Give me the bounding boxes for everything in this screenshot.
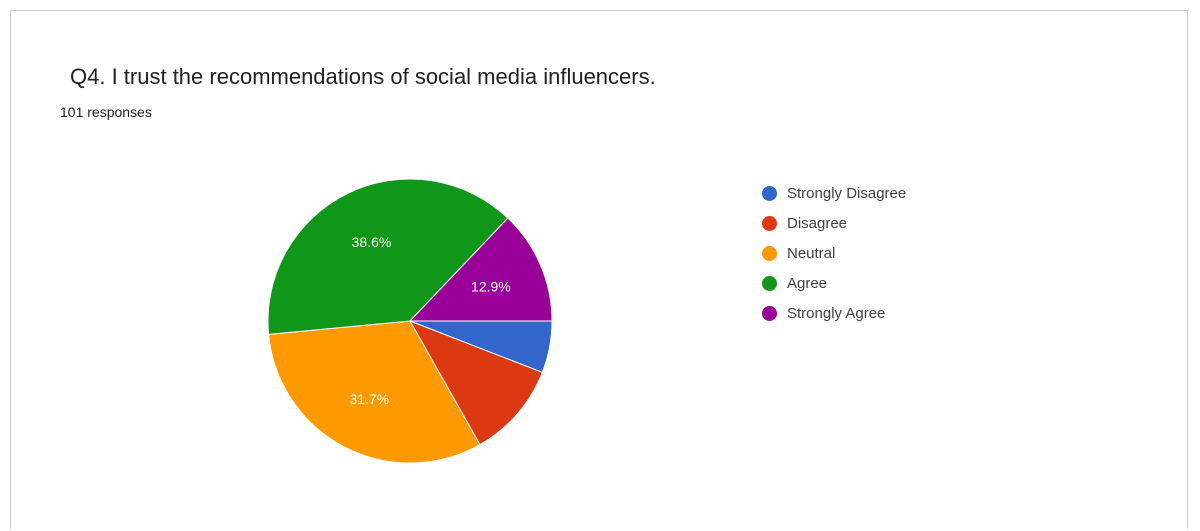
legend-label: Strongly Disagree (787, 184, 907, 202)
question-title: Q4. I trust the recommendations of socia… (70, 64, 656, 89)
pie-data-label: 12.9% (471, 278, 511, 294)
legend-item-neutral[interactable]: Neutral (762, 238, 906, 268)
legend-swatch (762, 245, 777, 261)
legend-swatch (762, 185, 777, 201)
legend-label: Neutral (787, 244, 836, 262)
question-card (10, 10, 1188, 529)
pie-slice-neutral[interactable] (268, 320, 481, 464)
legend-label: Disagree (787, 214, 848, 232)
pie-data-label: 31.7% (349, 391, 389, 407)
legend-label: Agree (787, 274, 828, 292)
chart-legend: Strongly Disagree Disagree Neutral Agree Str… (762, 178, 906, 328)
legend-label: Strongly Agree (787, 304, 886, 322)
legend-item-disagree[interactable]: Disagree (762, 208, 906, 238)
pie-data-label: 38.6% (352, 234, 392, 250)
legend-swatch (762, 305, 777, 321)
pie-slice-disagree[interactable] (408, 320, 543, 446)
legend-item-strongly-disagree[interactable]: Strongly Disagree (762, 178, 906, 208)
legend-swatch (762, 275, 777, 291)
pie-slice-strongly-agree[interactable] (408, 217, 553, 322)
legend-item-agree[interactable]: Agree (762, 268, 906, 298)
pie-slice-agree[interactable] (267, 178, 509, 335)
response-count: 101 responses (60, 104, 152, 120)
legend-item-strongly-agree[interactable]: Strongly Agree (762, 298, 906, 328)
legend-swatch (762, 215, 777, 231)
